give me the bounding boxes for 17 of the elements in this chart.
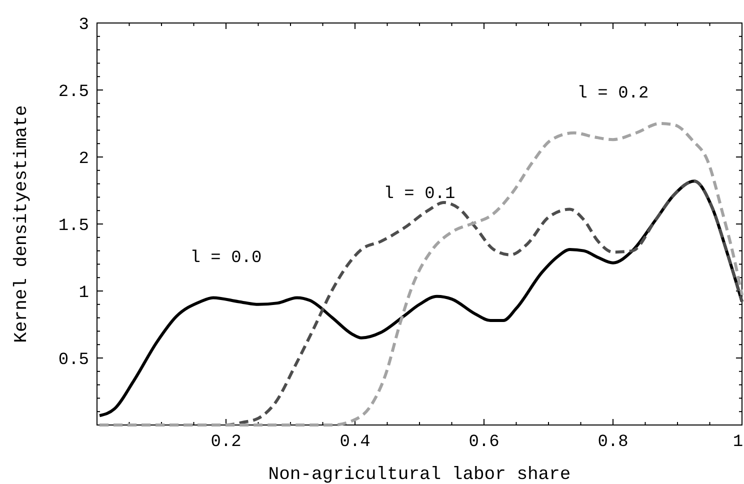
- line-series: [98, 122, 744, 426]
- x-axis-title: Non-agricultural labor share: [268, 465, 571, 484]
- x-tick-label: 0.2: [210, 433, 242, 452]
- series-label: l = 0.2: [577, 84, 649, 104]
- y-axis-title: Kernel densityestimate: [12, 105, 32, 343]
- y-tick-label: 0.5: [58, 351, 89, 370]
- text: l = 0.0: [190, 249, 262, 268]
- x-tick-label: 0.4: [340, 433, 370, 452]
- series-label: l = 0.1: [384, 184, 456, 204]
- x-tick-label: 1: [732, 433, 744, 452]
- y-tick-label: 2: [78, 150, 89, 169]
- y-tick-label: 2.5: [58, 83, 89, 102]
- x-tick-label: 0.8: [598, 433, 628, 452]
- y-tick-label: 1.5: [58, 217, 89, 236]
- y-tick-label: 1: [78, 284, 89, 303]
- x-tick-label: 0.6: [468, 433, 500, 452]
- y-tick-label: 3: [78, 16, 89, 35]
